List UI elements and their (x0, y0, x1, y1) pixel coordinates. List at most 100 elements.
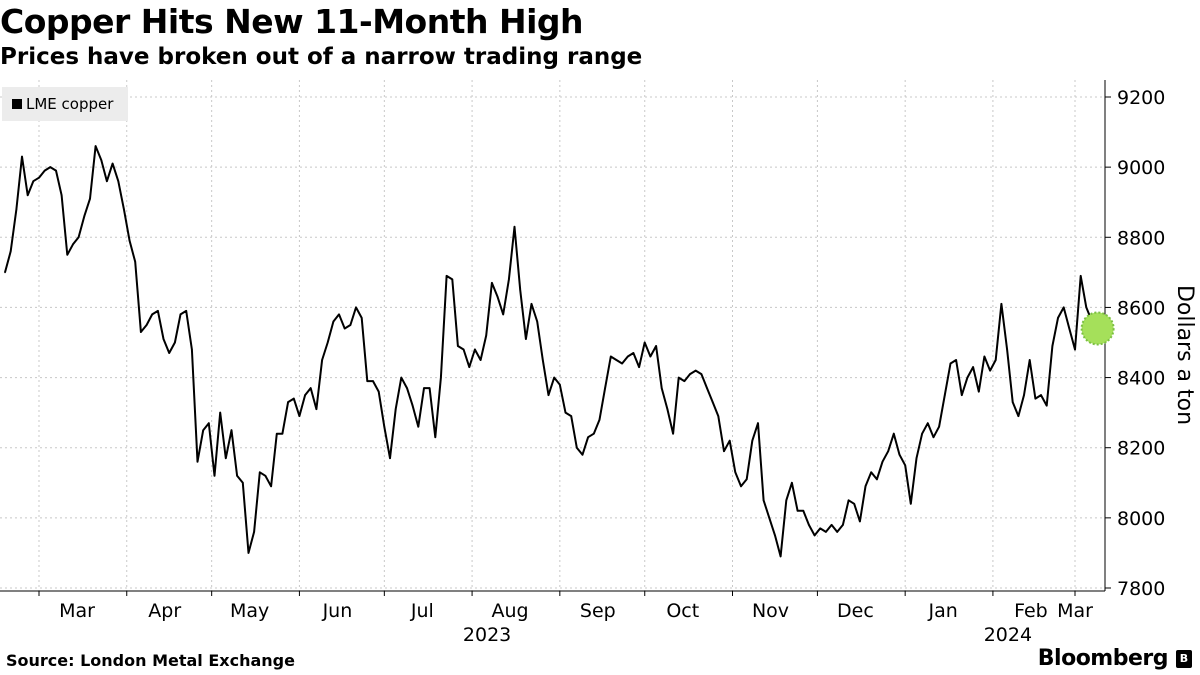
data-point (745, 478, 748, 481)
data-point (542, 359, 544, 361)
data-point (66, 254, 69, 256)
data-point (649, 355, 652, 358)
chart-title: Copper Hits New 11-Month High (0, 2, 584, 41)
data-point (208, 422, 210, 425)
data-point (219, 411, 221, 414)
data-point (326, 341, 329, 344)
x-tick-labels: Mar Apr May Jun Jul Aug Sep Oct Nov Dec Jan Feb Mar (0, 590, 1105, 622)
data-point (672, 432, 674, 435)
y-tick-label: 9200 (1117, 87, 1165, 109)
data-point (253, 531, 255, 533)
data-point (949, 362, 952, 365)
data-point (643, 341, 646, 344)
data-point (1079, 275, 1082, 277)
data-point (15, 208, 18, 210)
data-point (457, 345, 459, 347)
data-point (38, 176, 40, 179)
data-point (174, 341, 176, 344)
data-point (610, 355, 612, 358)
data-point (961, 394, 963, 396)
data-point (411, 404, 414, 407)
data-point (1034, 397, 1037, 400)
data-point (808, 524, 810, 526)
data-point (4, 271, 6, 274)
y-tick-label: 8600 (1117, 297, 1165, 319)
data-point (83, 215, 86, 217)
data-point (355, 306, 357, 309)
data-point (978, 390, 980, 393)
data-point (615, 359, 618, 361)
y-tick-label: 8000 (1117, 508, 1165, 530)
data-point (270, 485, 272, 488)
data-point (762, 499, 765, 502)
data-point (796, 510, 799, 512)
data-point (315, 408, 318, 410)
data-point (791, 482, 793, 484)
data-point (1017, 415, 1020, 417)
data-point (932, 436, 935, 439)
data-point (372, 380, 374, 382)
x-tick-label: Oct (666, 600, 699, 622)
data-point (26, 194, 29, 196)
data-point (632, 352, 635, 354)
data-point (740, 485, 742, 488)
data-point (428, 387, 431, 389)
data-point (774, 534, 776, 537)
data-point (983, 355, 986, 358)
data-point (813, 534, 816, 537)
data-point (944, 394, 946, 396)
x-tick-label: Jul (410, 600, 434, 622)
data-point (230, 429, 233, 432)
data-point (734, 471, 737, 474)
data-point (825, 531, 827, 533)
x-tick-label: May (230, 600, 269, 622)
x-year-label: 2023 (463, 624, 511, 646)
data-point (876, 478, 878, 481)
bloomberg-logo: Bloomberg (1037, 646, 1169, 671)
data-point (519, 289, 521, 291)
gridlines (0, 80, 1105, 591)
data-point (547, 394, 550, 396)
data-point (717, 415, 720, 417)
source-note: Source: London Metal Exchange (6, 651, 295, 670)
x-tick-label: Mar (59, 600, 95, 622)
data-point (321, 359, 323, 361)
data-point (751, 439, 754, 442)
data-point (440, 376, 442, 379)
legend-swatch (12, 99, 22, 109)
x-tick-label: Feb (1014, 600, 1048, 622)
data-point (1045, 404, 1048, 407)
data-point (881, 460, 884, 463)
data-point (485, 334, 488, 337)
data-point (660, 387, 663, 389)
data-point (994, 359, 997, 361)
y-tick-label: 7800 (1117, 578, 1165, 600)
data-point (887, 450, 889, 453)
data-point (474, 348, 476, 351)
data-point (593, 432, 595, 435)
data-point (779, 555, 782, 558)
data-point (1074, 348, 1076, 351)
data-point (451, 278, 454, 281)
data-point (196, 460, 199, 463)
data-point (49, 166, 52, 168)
data-point (576, 446, 578, 449)
data-point (100, 159, 103, 161)
data-point (938, 425, 940, 428)
data-point (638, 366, 640, 368)
y-tick-label: 8400 (1117, 368, 1165, 390)
data-point (570, 415, 572, 417)
data-point (1000, 303, 1003, 305)
data-point (134, 261, 136, 263)
data-point (309, 387, 312, 389)
data-point (338, 313, 340, 316)
latest-value-highlight (1080, 311, 1115, 346)
data-point (927, 422, 929, 425)
data-point (468, 366, 471, 368)
data-point (553, 376, 555, 379)
data-point (689, 373, 691, 375)
x-tick-label: Apr (148, 600, 181, 622)
x-tick-label: Sep (580, 600, 616, 622)
data-point (864, 485, 867, 488)
